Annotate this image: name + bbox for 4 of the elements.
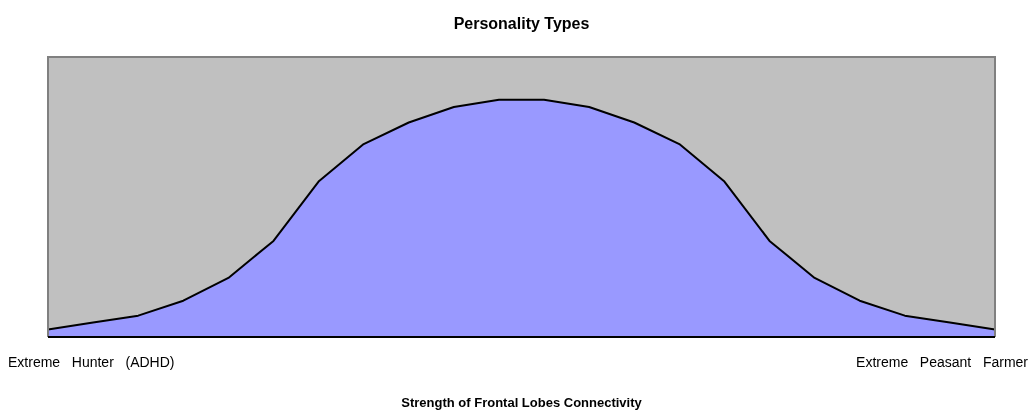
chart-title: Personality Types xyxy=(453,15,590,33)
x-axis-title: Strength of Frontal Lobes Connectivity xyxy=(401,394,643,410)
text: Extreme Peasant Farmer xyxy=(856,353,1029,370)
text: Extreme Hunter (ADHD) xyxy=(8,353,175,370)
